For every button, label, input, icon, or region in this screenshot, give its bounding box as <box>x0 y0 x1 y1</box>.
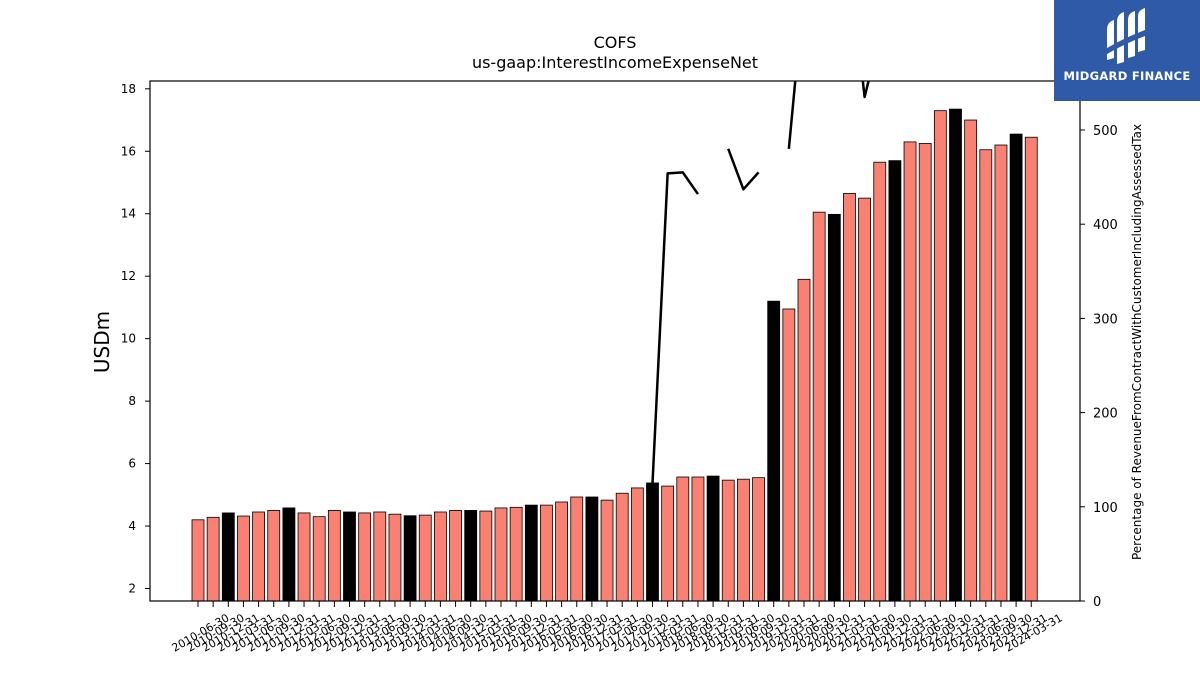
bar-2023-03-31 <box>964 119 978 601</box>
bar-2021-03-31 <box>843 193 856 601</box>
bar-2011-12-31 <box>282 507 296 601</box>
bar-2015-09-30 <box>509 506 523 601</box>
bar-2022-09-30 <box>933 110 947 601</box>
bar-2014-09-30 <box>449 510 462 601</box>
y2-axis-label: Percentage of RevenueFromContractWithCus… <box>1130 124 1144 560</box>
bar-2013-09-30 <box>388 513 402 601</box>
y-tick-label: 6 <box>128 457 136 471</box>
bar-2011-06-30 <box>252 511 266 601</box>
y-tick-label: 4 <box>128 519 136 533</box>
bar-2016-03-31 <box>540 504 553 601</box>
bar-2011-03-31 <box>237 515 250 601</box>
bar-2023-12-31 <box>1009 133 1023 601</box>
midgard-logo-icon <box>1107 8 1145 64</box>
bar-2018-12-31 <box>706 475 720 601</box>
bar-2014-06-30 <box>433 511 447 601</box>
bar-2024-03-31 <box>1024 136 1038 601</box>
y-axis-label: USDm <box>90 311 114 373</box>
bar-2018-06-30 <box>676 476 690 601</box>
bar-2010-12-31 <box>221 512 235 601</box>
bar-2023-06-30 <box>979 149 993 601</box>
y2-tick-label: 400 <box>1093 218 1118 233</box>
y2-tick-label: 500 <box>1093 124 1118 139</box>
y-tick-label: 8 <box>128 394 136 408</box>
bar-2017-12-31 <box>646 482 659 601</box>
bar-2013-12-31 <box>403 515 417 601</box>
bar-2022-12-31 <box>949 108 962 601</box>
bar-2011-09-30 <box>267 510 281 601</box>
bar-2023-09-30 <box>994 144 1008 601</box>
bar-2013-06-30 <box>373 511 387 601</box>
bar-2015-12-31 <box>524 504 538 601</box>
bar-2017-06-30 <box>615 492 629 601</box>
logo-text: MIDGARD FINANCE <box>1063 69 1191 83</box>
bar-2014-03-31 <box>418 514 432 601</box>
chart-subtitle: us-gaap:InterestIncomeExpenseNet <box>472 53 758 72</box>
logo: MIDGARD FINANCE <box>1054 0 1200 101</box>
bar-2022-06-30 <box>918 143 932 601</box>
bar-2019-12-31 <box>767 300 781 601</box>
bar-2012-09-30 <box>327 510 341 601</box>
bar-2012-06-30 <box>312 516 326 601</box>
bar-2013-03-31 <box>358 512 372 601</box>
bar-2021-12-31 <box>888 160 902 601</box>
y2-tick-label: 100 <box>1093 501 1118 516</box>
bar-2016-09-30 <box>570 496 584 601</box>
bar-2010-06-30 <box>191 519 205 601</box>
y2-tick-label: 0 <box>1093 595 1101 610</box>
bar-2016-06-30 <box>555 501 568 601</box>
y-tick-label: 2 <box>128 582 136 596</box>
chart-title: COFS <box>594 33 637 52</box>
y-tick-label: 10 <box>121 332 136 346</box>
y2-tick-label: 300 <box>1093 312 1118 327</box>
bar-2018-09-30 <box>691 476 705 601</box>
bar-2014-12-31 <box>464 510 478 601</box>
bar-2020-12-31 <box>827 213 841 601</box>
bar-2019-06-30 <box>737 478 750 601</box>
y-tick-label: 12 <box>121 269 136 283</box>
bar-2021-06-30 <box>858 197 871 601</box>
bar-2015-03-31 <box>479 510 493 601</box>
y-tick-label: 16 <box>121 144 136 158</box>
bar-2016-12-31 <box>585 496 599 601</box>
bar-2015-06-30 <box>494 507 508 601</box>
bar-2018-03-31 <box>661 485 675 601</box>
bar-2020-06-30 <box>797 278 811 601</box>
axes: 2468101214161801002003004005002010-06-30… <box>121 80 1118 655</box>
bar-2021-09-30 <box>873 161 887 601</box>
bar-2019-09-30 <box>752 477 765 601</box>
plot-frame <box>149 80 1081 602</box>
bar-2022-03-31 <box>903 141 917 601</box>
bars <box>191 108 1038 601</box>
y2-tick-label: 200 <box>1093 407 1118 422</box>
bar-2017-09-30 <box>630 487 644 601</box>
bar-2010-09-30 <box>206 516 220 601</box>
bar-2012-03-31 <box>297 512 311 601</box>
bar-2012-12-31 <box>343 511 356 601</box>
y-tick-label: 18 <box>121 82 136 96</box>
bar-2019-03-31 <box>721 479 735 601</box>
bar-2020-09-30 <box>812 211 826 601</box>
bar-2017-03-31 <box>600 499 614 601</box>
bar-2020-03-31 <box>782 308 796 601</box>
y-tick-label: 14 <box>121 207 136 221</box>
